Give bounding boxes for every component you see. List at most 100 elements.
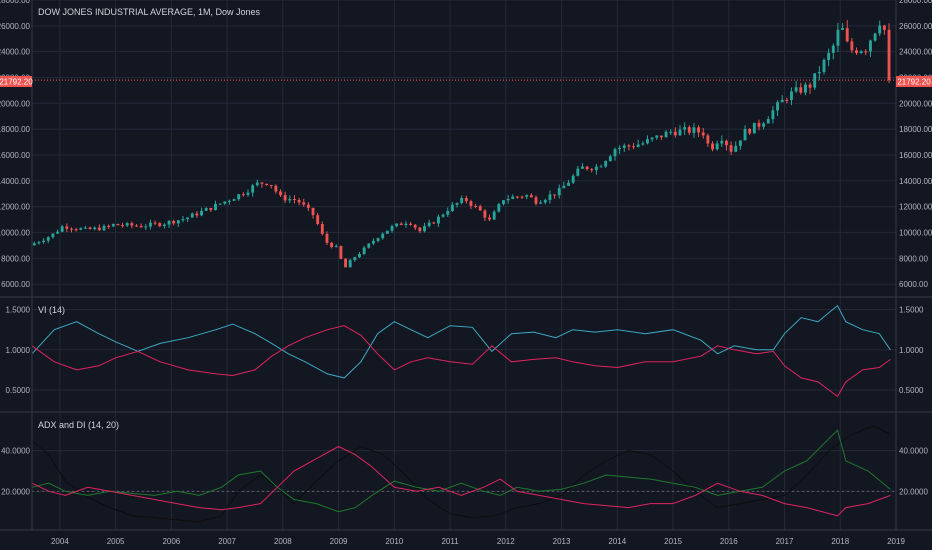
candle-body bbox=[873, 33, 877, 41]
candle-body bbox=[553, 194, 557, 196]
candle-body bbox=[46, 237, 50, 241]
candle-body bbox=[293, 199, 296, 201]
candle-body bbox=[311, 207, 315, 216]
candle-body bbox=[525, 195, 529, 197]
candle-body bbox=[780, 99, 784, 103]
candle-body bbox=[613, 149, 617, 157]
candle-body bbox=[42, 240, 46, 243]
candle-body bbox=[316, 215, 320, 224]
candle-body bbox=[358, 254, 361, 258]
candle-body bbox=[720, 140, 724, 144]
di-minus-line bbox=[31, 445, 891, 517]
candle-body bbox=[650, 137, 654, 140]
candle-body bbox=[474, 205, 478, 207]
candle-body bbox=[539, 202, 543, 204]
candle-body bbox=[441, 214, 445, 217]
adx-tick-label-left: 20.0000 bbox=[1, 487, 30, 496]
candle-body bbox=[176, 220, 180, 224]
candle-body bbox=[506, 198, 510, 201]
candle-body bbox=[274, 185, 278, 192]
candle-body bbox=[790, 91, 793, 100]
candle-body bbox=[748, 129, 752, 134]
candle-body bbox=[520, 196, 524, 198]
candle-body bbox=[232, 199, 236, 201]
price-tick-label-right: 24000.00 bbox=[899, 48, 932, 57]
current-price-label-right: 21792.20 bbox=[897, 78, 931, 87]
candle-body bbox=[460, 197, 464, 203]
candle-body bbox=[385, 230, 389, 234]
candle-body bbox=[214, 203, 217, 211]
candle-body bbox=[697, 127, 701, 133]
candle-body bbox=[418, 227, 422, 232]
candle-body bbox=[130, 223, 134, 226]
price-tick-label-left: 24000.00 bbox=[0, 48, 31, 57]
candle-body bbox=[803, 84, 807, 93]
candle-body bbox=[362, 247, 366, 255]
candle-body bbox=[813, 73, 817, 88]
candle-body bbox=[576, 168, 580, 176]
candle-body bbox=[729, 145, 733, 152]
candles-layer bbox=[32, 20, 891, 268]
candle-body bbox=[344, 258, 347, 268]
candle-body bbox=[32, 243, 36, 246]
candle-body bbox=[864, 51, 868, 53]
adx-tick-label-right: 20.0000 bbox=[899, 487, 928, 496]
candle-body bbox=[618, 147, 622, 150]
candle-body bbox=[469, 201, 473, 206]
candle-body bbox=[497, 204, 501, 212]
candle-body bbox=[622, 145, 626, 148]
candle-body bbox=[269, 185, 273, 187]
candle-body bbox=[107, 225, 111, 227]
candle-body bbox=[641, 143, 645, 145]
candle-body bbox=[265, 183, 269, 186]
candle-body bbox=[464, 197, 468, 202]
candle-body bbox=[204, 207, 208, 211]
candle-body bbox=[121, 225, 125, 227]
candle-body bbox=[93, 227, 97, 230]
adx-tick-label-left: 40.0000 bbox=[1, 447, 30, 456]
candle-body bbox=[279, 191, 282, 196]
vi-tick-label-right: 1.0000 bbox=[899, 346, 924, 355]
x-tick-label: 2011 bbox=[441, 537, 459, 546]
candle-body bbox=[390, 226, 394, 231]
x-tick-label: 2006 bbox=[162, 537, 180, 546]
x-tick-label: 2005 bbox=[107, 537, 125, 546]
x-tick-label: 2016 bbox=[720, 537, 738, 546]
candle-body bbox=[60, 226, 64, 232]
price-tick-label-left: 20000.00 bbox=[0, 99, 31, 108]
candle-body bbox=[869, 40, 872, 52]
candle-body bbox=[190, 213, 194, 218]
vi-indicator-title[interactable]: VI (14) bbox=[38, 305, 65, 315]
candle-body bbox=[153, 222, 157, 224]
candle-body bbox=[585, 166, 589, 170]
price-tick-label-left: 14000.00 bbox=[0, 177, 31, 186]
candle-body bbox=[594, 166, 598, 171]
candle-body bbox=[752, 122, 756, 134]
price-tick-label-left: 6000.00 bbox=[1, 280, 30, 289]
candle-body bbox=[478, 206, 482, 211]
adx-indicator-title[interactable]: ADX and DI (14, 20) bbox=[38, 420, 119, 430]
candle-body bbox=[808, 84, 812, 88]
x-tick-label: 2010 bbox=[385, 537, 403, 546]
candle-body bbox=[799, 87, 803, 93]
candle-body bbox=[446, 211, 450, 215]
candle-body bbox=[288, 199, 292, 201]
x-tick-label: 2004 bbox=[51, 537, 69, 546]
candle-body bbox=[241, 194, 245, 196]
candle-body bbox=[37, 242, 41, 244]
x-tick-label: 2019 bbox=[887, 537, 905, 546]
x-tick-label: 2015 bbox=[664, 537, 682, 546]
candle-body bbox=[882, 25, 886, 30]
current-price-label-left: 21792.20 bbox=[0, 78, 33, 87]
candle-body bbox=[371, 240, 375, 244]
adx-tick-label-right: 40.0000 bbox=[899, 447, 928, 456]
candle-body bbox=[111, 223, 115, 227]
candle-body bbox=[413, 224, 417, 228]
vi-tick-label-right: 1.5000 bbox=[899, 306, 924, 315]
candle-body bbox=[339, 245, 343, 259]
candle-body bbox=[571, 175, 575, 183]
candle-body bbox=[320, 223, 324, 234]
x-tick-label: 2009 bbox=[330, 537, 348, 546]
